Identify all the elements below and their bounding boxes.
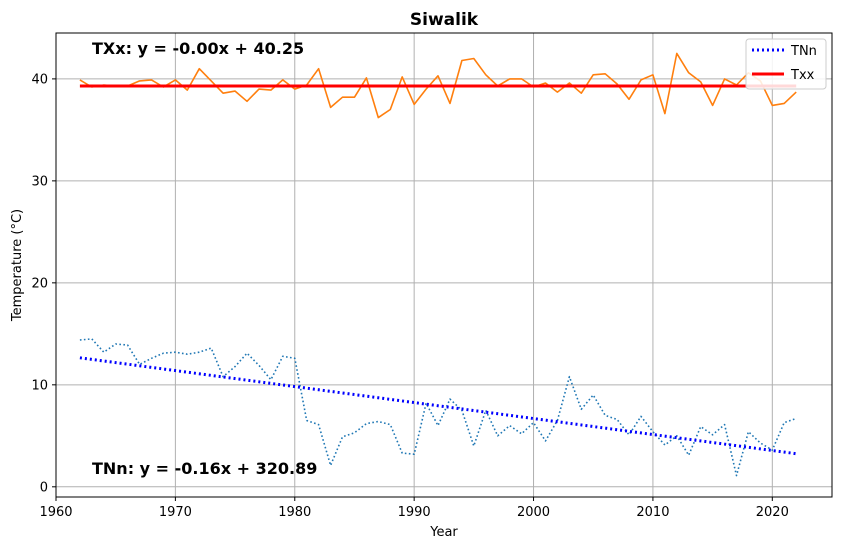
y-axis-label: Temperature (°C) xyxy=(10,209,25,322)
x-tick-label: 2020 xyxy=(756,505,789,520)
y-tick-label: 0 xyxy=(40,480,48,495)
legend: TNn Txx xyxy=(745,38,827,90)
x-tick-label: 1970 xyxy=(159,505,192,520)
annotation-tnn-equation: TNn: y = -0.16x + 320.89 xyxy=(92,459,317,478)
series-line-tnn-obs xyxy=(79,338,797,477)
legend-label-tnn: TNn xyxy=(790,44,817,59)
y-tick-label: 10 xyxy=(31,378,48,393)
grid xyxy=(55,33,832,497)
x-tick-label: 1960 xyxy=(39,505,72,520)
series-line-tnn-trend xyxy=(79,356,797,456)
series-line-txx-obs xyxy=(79,52,797,119)
plot-area-frame xyxy=(55,32,833,498)
series-group xyxy=(79,52,797,477)
x-tick-label: 1980 xyxy=(278,505,311,520)
y-tick-label: 20 xyxy=(31,276,48,291)
legend-label-txx: Txx xyxy=(790,68,815,83)
y-tick-label: 40 xyxy=(31,72,48,87)
x-tick-label: 1990 xyxy=(398,505,431,520)
y-tick-label: 30 xyxy=(31,174,48,189)
legend-box xyxy=(745,38,827,90)
axis-ticks: 1960 1970 1980 1990 2000 2010 2020 0 10 20 30 40 xyxy=(31,72,788,520)
chart-title: Siwalik xyxy=(410,10,479,30)
annotation-txx-equation: TXx: y = -0.00x + 40.25 xyxy=(92,39,304,58)
x-tick-label: 2000 xyxy=(517,505,550,520)
x-axis-label: Year xyxy=(429,525,458,540)
x-tick-label: 2010 xyxy=(636,505,669,520)
